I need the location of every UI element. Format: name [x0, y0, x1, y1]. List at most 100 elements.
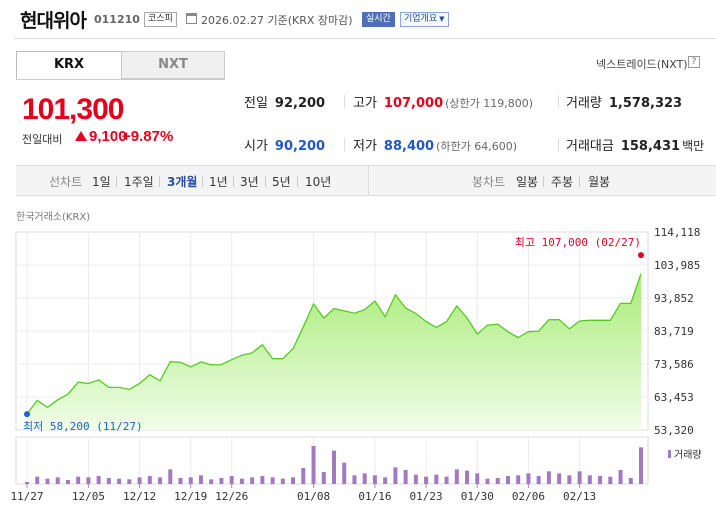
amount-value: 158,431 — [620, 139, 681, 154]
volume-bar — [55, 477, 60, 484]
volume-legend-swatch — [668, 450, 671, 458]
low-label: 저가 — [353, 139, 377, 154]
y-tick-label: 73,586 — [654, 358, 694, 371]
x-tick-label: 01/08 — [297, 490, 330, 503]
chart-source: 한국거래소(KRX) — [16, 212, 91, 223]
period-separator — [543, 176, 544, 187]
volume-value: 1,578,323 — [608, 96, 683, 111]
volume-bar — [321, 472, 326, 484]
summary-divider — [344, 95, 345, 108]
tab-krx[interactable]: KRX — [16, 51, 122, 79]
period-1y[interactable]: 1년 — [209, 175, 228, 189]
period-separator — [116, 176, 117, 187]
chevron-down-icon: ▼ — [439, 15, 445, 23]
upper-limit: (상한가 119,800) — [445, 97, 534, 110]
company-info-label: 기업개요 — [404, 14, 438, 24]
period-1w[interactable]: 1주일 — [124, 175, 154, 189]
change-percent: +9.87% — [122, 128, 174, 145]
x-tick-label: 12/12 — [123, 490, 156, 503]
line-chart-label: 선차트 — [49, 175, 83, 189]
period-10y[interactable]: 10년 — [305, 175, 332, 189]
volume-bar — [546, 471, 551, 484]
tab-baseline — [16, 79, 225, 80]
volume-bar — [505, 476, 510, 484]
period-3m[interactable]: 3개월 — [167, 175, 198, 189]
change-label: 전일대비 — [22, 133, 63, 146]
prev-close: 전일 92,200 — [244, 92, 325, 111]
period-3y[interactable]: 3년 — [240, 175, 259, 189]
company-info-button[interactable]: 기업개요 ▼ — [400, 12, 449, 27]
volume-bar — [25, 482, 29, 484]
x-tick-label: 02/06 — [512, 490, 545, 503]
x-tick-label: 12/26 — [215, 490, 248, 503]
realtime-button[interactable]: 실시간 — [362, 12, 395, 27]
period-5y[interactable]: 5년 — [272, 175, 291, 189]
volume-bar — [444, 476, 449, 484]
volume-bar — [117, 478, 122, 484]
stock-header: 현대위아 011210 코스피 2026.02.27 기준(KRX 장마감) 실… — [0, 0, 716, 40]
volume-bar — [209, 479, 214, 484]
period-separator — [579, 176, 580, 187]
y-tick-label: 53,320 — [654, 424, 694, 437]
candle-daily[interactable]: 일봉 — [516, 175, 539, 189]
x-tick-label: 12/19 — [174, 490, 207, 503]
volume-bar — [536, 476, 541, 484]
volume-bar — [86, 477, 91, 484]
candle-monthly[interactable]: 월봉 — [588, 175, 611, 189]
volume-bar — [229, 476, 234, 484]
volume: 거래량 1,578,323 — [566, 92, 682, 111]
volume-bar — [239, 478, 244, 484]
volume-bar — [618, 470, 623, 484]
volume-bar — [587, 475, 592, 484]
max-price-label: 최고 107,000 (02/27) — [515, 236, 641, 249]
volume-bar — [188, 477, 193, 484]
volume-bar — [158, 477, 163, 484]
volume-bar — [45, 478, 50, 484]
x-tick-label: 02/13 — [563, 490, 596, 503]
lower-limit: (하한가 64,600) — [436, 140, 518, 153]
x-tick-label: 01/23 — [410, 490, 443, 503]
open-label: 시가 — [244, 139, 268, 154]
volume-bar — [413, 474, 418, 484]
volume-bar — [168, 469, 173, 484]
open-value: 90,200 — [274, 139, 326, 154]
amount-unit: 백만 — [682, 139, 705, 153]
calendar-icon — [186, 13, 197, 24]
period-1d[interactable]: 1일 — [92, 175, 111, 189]
volume-bar — [35, 476, 40, 484]
volume-plot-frame — [15, 436, 649, 485]
high-value: 107,000 — [383, 96, 444, 111]
volume-bar — [608, 476, 613, 484]
volume-bar — [198, 475, 203, 484]
volume-bar — [567, 475, 572, 484]
up-triangle-icon — [75, 131, 87, 141]
volume-bar — [342, 462, 347, 484]
price-plot-frame — [15, 231, 649, 431]
volume-bar — [434, 474, 439, 484]
tab-nxt[interactable]: NXT — [121, 51, 225, 79]
y-tick-label: 83,719 — [654, 325, 694, 338]
y-tick-label: 63,453 — [654, 391, 694, 404]
volume-bar — [65, 480, 70, 484]
volume-bar — [280, 478, 285, 484]
nextrade-link[interactable]: 넥스트레이드(NXT) — [596, 58, 688, 71]
volume-bar — [178, 478, 183, 484]
volume-bar — [127, 479, 132, 484]
y-tick-label: 103,985 — [654, 259, 700, 272]
volume-bar — [301, 468, 306, 484]
volume-bar — [598, 476, 603, 484]
period-separator — [159, 176, 160, 187]
volume-bar — [352, 475, 357, 484]
price-line — [26, 273, 642, 415]
summary-divider — [344, 138, 345, 151]
help-icon[interactable]: ? — [688, 56, 700, 68]
volume-bar — [270, 477, 275, 484]
volume-bar — [362, 473, 367, 484]
candle-weekly[interactable]: 주봉 — [551, 175, 574, 189]
period-bar: 선차트 1일 1주일 3개월 1년 3년 5년 10년 봉차트 일봉 주봉 월봉 — [16, 165, 716, 196]
volume-bar — [219, 478, 224, 484]
trade-amount: 거래대금 158,431 백만 — [566, 135, 704, 154]
volume-bar — [475, 473, 480, 484]
volume-bar — [137, 477, 142, 484]
change-divider — [117, 131, 118, 143]
